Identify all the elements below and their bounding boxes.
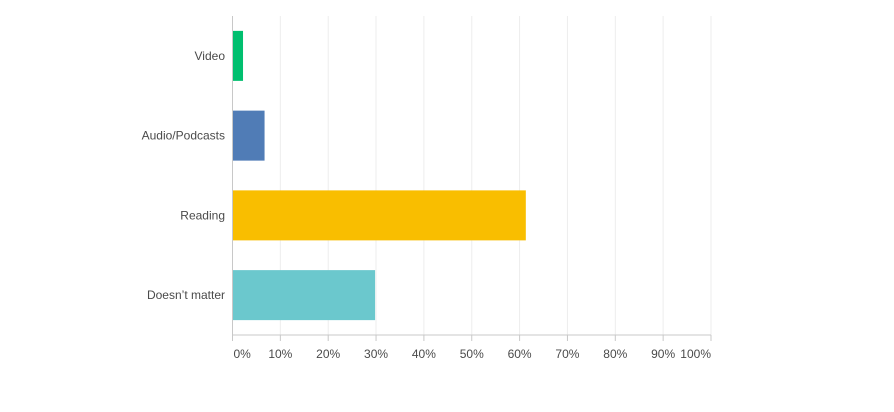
- bar[interactable]: [232, 30, 244, 81]
- bar[interactable]: [232, 190, 526, 241]
- x-tick-label: 40%: [412, 347, 436, 361]
- x-tick-label: 80%: [603, 347, 627, 361]
- x-tick-label: 20%: [316, 347, 340, 361]
- category-labels: Video Audio/Podcasts Reading Doesn’t matter: [142, 49, 226, 302]
- x-tick-label: 100%: [680, 347, 711, 361]
- bar[interactable]: [232, 270, 376, 321]
- category-label: Reading: [180, 208, 225, 222]
- category-label: Audio/Podcasts: [142, 129, 225, 143]
- x-tick-label: 0%: [234, 347, 252, 361]
- tick-labels: 0% 10% 20% 30% 40% 50% 60% 70% 80% 90% 100%: [234, 347, 712, 361]
- bar[interactable]: [232, 110, 265, 161]
- x-tick-label: 30%: [364, 347, 388, 361]
- x-tick-label: 60%: [508, 347, 532, 361]
- x-tick-label: 50%: [460, 347, 484, 361]
- gridlines: [279, 16, 712, 335]
- bars: [232, 30, 526, 321]
- category-label: Video: [195, 49, 226, 63]
- x-tick-label: 70%: [555, 347, 579, 361]
- x-tick-label: 10%: [268, 347, 292, 361]
- x-tick-label: 90%: [651, 347, 675, 361]
- category-label: Doesn’t matter: [147, 288, 225, 302]
- axes: [232, 16, 712, 341]
